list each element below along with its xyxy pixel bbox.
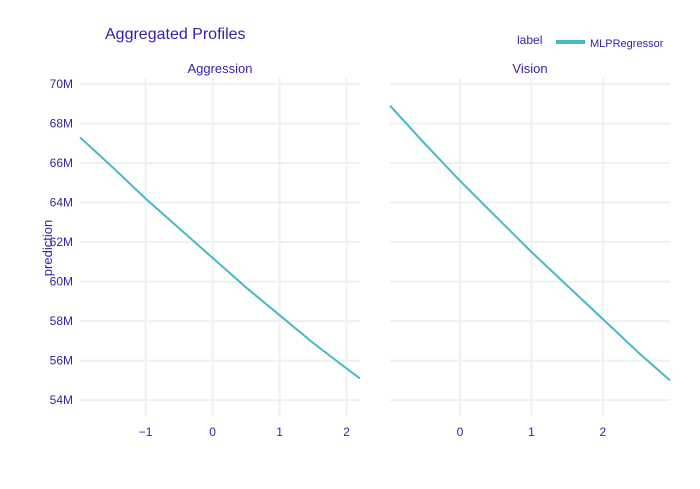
- x-tick-label-aggression-3: 2: [343, 425, 350, 439]
- y-tick-label-70: 70M: [50, 77, 73, 91]
- panel-title-aggression: Aggression: [187, 61, 252, 76]
- y-tick-label-58: 58M: [50, 314, 73, 328]
- lines-layer: [79, 105, 671, 382]
- x-tick-label-vision-1: 1: [528, 425, 535, 439]
- grid-layer: [80, 78, 670, 416]
- legend-entry-mlpregressor[interactable]: MLPRegressor: [590, 38, 664, 50]
- y-tick-label-68: 68M: [50, 116, 73, 130]
- y-tick-label-66: 66M: [50, 156, 73, 170]
- x-tick-label-aggression-0: −1: [139, 425, 153, 439]
- y-tick-label-62: 62M: [50, 235, 73, 249]
- x-tick-label-vision-0: 0: [457, 425, 464, 439]
- series-line-mlpregressor-aggression: [79, 136, 361, 380]
- chart-title: Aggregated Profiles: [105, 26, 246, 43]
- y-tick-label-56: 56M: [50, 354, 73, 368]
- y-tick-label-60: 60M: [50, 275, 73, 289]
- tick-layer: −1 0 1 2 0 1 2 54M 56M 58M 60M 62M 64M 66M 68M 70M: [50, 77, 607, 439]
- x-tick-label-vision-2: 2: [600, 425, 607, 439]
- legend-title: label: [517, 33, 542, 47]
- x-tick-label-aggression-1: 0: [209, 425, 216, 439]
- panel-title-vision: Vision: [512, 61, 547, 76]
- x-tick-label-aggression-2: 1: [276, 425, 283, 439]
- legend[interactable]: label MLPRegressor: [517, 33, 664, 50]
- y-tick-label-64: 64M: [50, 196, 73, 210]
- y-axis-label: prediction: [40, 220, 55, 276]
- y-tick-label-54: 54M: [50, 393, 73, 407]
- series-line-mlpregressor-vision: [389, 105, 671, 382]
